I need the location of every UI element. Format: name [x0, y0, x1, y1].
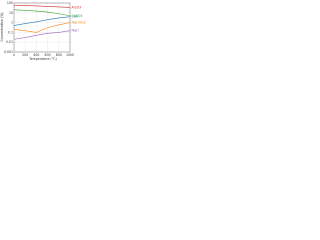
y-tick-label: 0.01: [6, 40, 13, 44]
x-tick-label: 600: [45, 53, 51, 57]
x-axis-label: Temperature (°C): [28, 57, 57, 61]
x-tick-label: 200: [22, 53, 28, 57]
x-tick-label: 800: [56, 53, 62, 57]
legend-label: MgO: [72, 29, 80, 33]
x-tick-label: 0: [13, 53, 15, 57]
y-tick-label: 1: [11, 21, 13, 25]
chart: Temperature (°C) Concentration (%) 0.001…: [0, 1, 86, 61]
legend-label: CaCO3: [72, 14, 83, 18]
series-line: [13, 4, 71, 8]
series-line: [13, 22, 71, 33]
legend-label: Mg(OH)2: [72, 21, 86, 25]
series-line: [13, 30, 71, 40]
legend-label: Al2O3: [72, 5, 82, 9]
plot-frame: [13, 2, 71, 53]
legend-label: CaO: [72, 15, 79, 19]
y-tick-label: 0.1: [8, 30, 13, 34]
x-tick-label: 400: [33, 53, 39, 57]
series-line: [13, 9, 71, 17]
y-tick-label: 100: [7, 1, 13, 5]
series-line: [13, 16, 71, 26]
y-tick-label: 0.001: [4, 50, 13, 54]
y-axis-label: Concentration (%): [0, 12, 4, 41]
x-tick-label: 1000: [66, 53, 74, 57]
y-tick-label: 10: [9, 11, 13, 15]
